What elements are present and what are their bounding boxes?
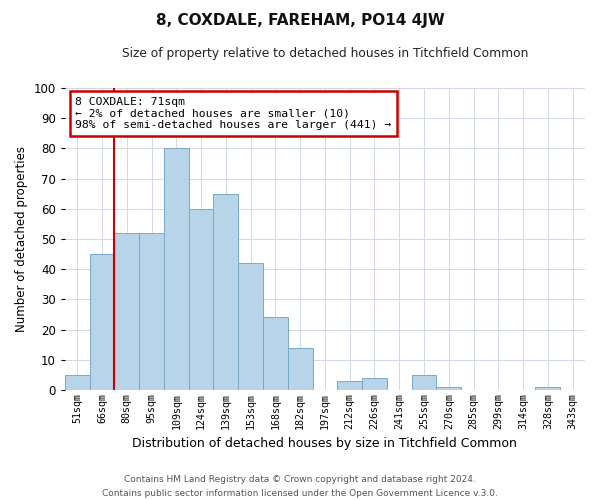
Bar	[164, 148, 188, 390]
Bar	[263, 318, 288, 390]
Bar	[65, 375, 89, 390]
Text: Contains HM Land Registry data © Crown copyright and database right 2024.
Contai: Contains HM Land Registry data © Crown c…	[102, 476, 498, 498]
X-axis label: Distribution of detached houses by size in Titchfield Common: Distribution of detached houses by size …	[133, 437, 517, 450]
Bar	[214, 194, 238, 390]
Bar	[238, 263, 263, 390]
Bar	[436, 387, 461, 390]
Bar	[139, 233, 164, 390]
Text: 8, COXDALE, FAREHAM, PO14 4JW: 8, COXDALE, FAREHAM, PO14 4JW	[155, 12, 445, 28]
Bar	[288, 348, 313, 390]
Bar	[535, 387, 560, 390]
Bar	[89, 254, 115, 390]
Title: Size of property relative to detached houses in Titchfield Common: Size of property relative to detached ho…	[122, 48, 528, 60]
Bar	[337, 381, 362, 390]
Text: 8 COXDALE: 71sqm
← 2% of detached houses are smaller (10)
98% of semi-detached h: 8 COXDALE: 71sqm ← 2% of detached houses…	[75, 97, 391, 130]
Y-axis label: Number of detached properties: Number of detached properties	[15, 146, 28, 332]
Bar	[188, 209, 214, 390]
Bar	[362, 378, 387, 390]
Bar	[115, 233, 139, 390]
Bar	[412, 375, 436, 390]
